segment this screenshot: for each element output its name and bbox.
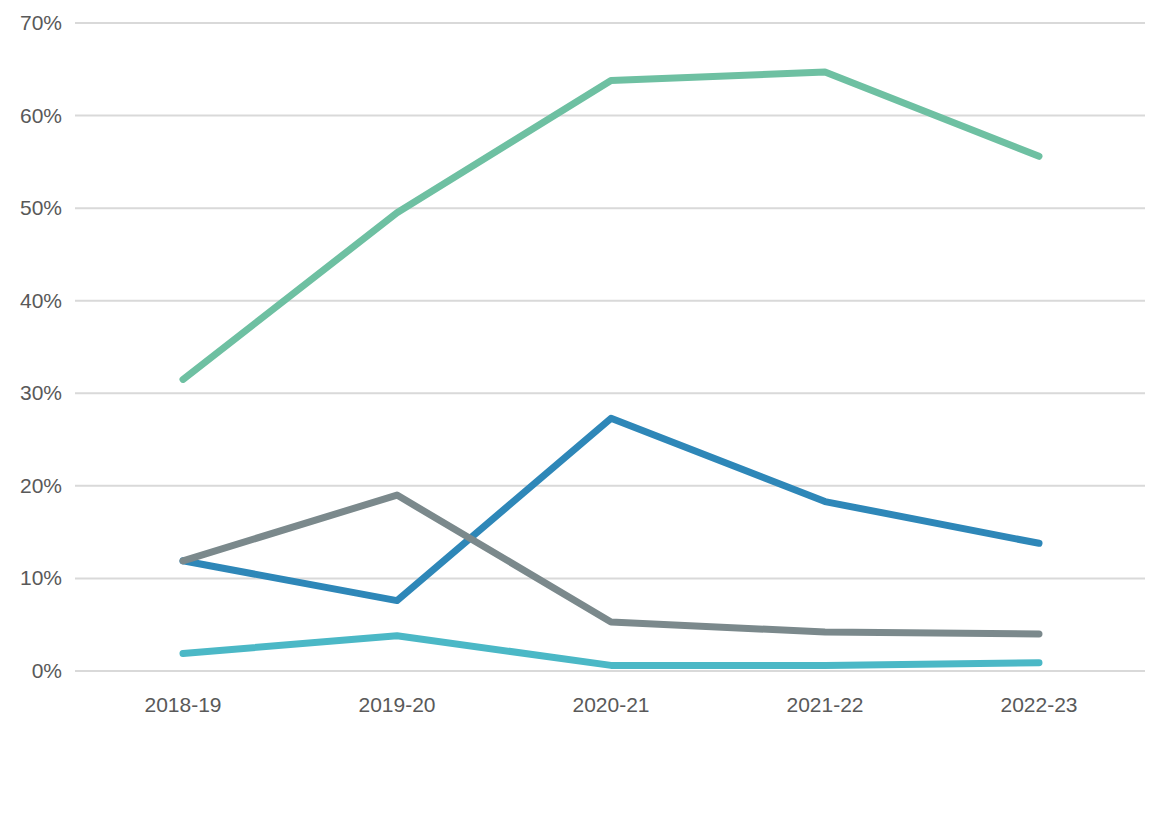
y-axis-tick-label: 40% xyxy=(20,289,62,312)
series-line-northern-indigenous-women xyxy=(183,418,1039,600)
plot-area: 0% 10% 20% 30% 40% 50% 60% 70% 2018-19 2019-20 202… xyxy=(0,0,1170,730)
series-line-northern-indigenous-men xyxy=(183,72,1039,379)
x-axis-tick-label: 2018-19 xyxy=(144,693,221,716)
y-axis-tick-label: 10% xyxy=(20,566,62,589)
chart-legend: Northern Indigenous women Northern non-I… xyxy=(0,728,1170,818)
y-axis-tick-label: 20% xyxy=(20,474,62,497)
x-axis-tick-label: 2020-21 xyxy=(572,693,649,716)
y-axis-tick-label: 70% xyxy=(20,11,62,34)
x-axis-tick-label: 2022-23 xyxy=(1000,693,1077,716)
y-axis-tick-label: 50% xyxy=(20,196,62,219)
y-axis-tick-label: 30% xyxy=(20,381,62,404)
series-line-northern-non-indigenous-women xyxy=(183,636,1039,666)
y-axis-tick-label: 60% xyxy=(20,104,62,127)
line-chart: 0% 10% 20% 30% 40% 50% 60% 70% 2018-19 2019-20 202… xyxy=(0,0,1170,818)
x-axis-tick-label: 2021-22 xyxy=(786,693,863,716)
y-axis-tick-label: 0% xyxy=(32,659,62,682)
x-axis-tick-label: 2019-20 xyxy=(358,693,435,716)
